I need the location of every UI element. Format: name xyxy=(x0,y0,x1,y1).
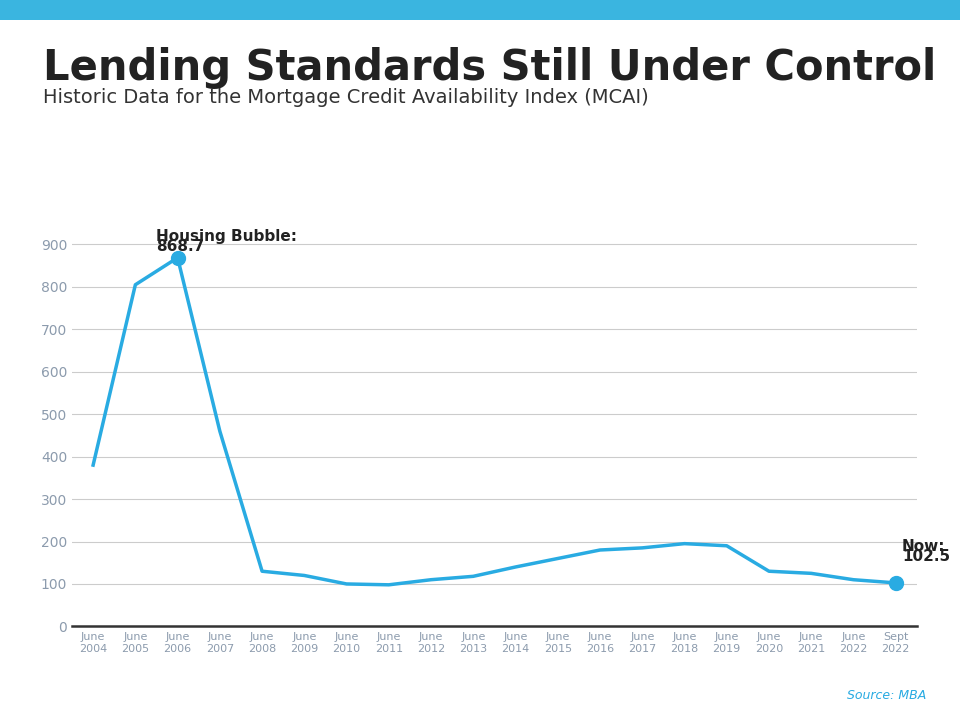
Text: 868.7: 868.7 xyxy=(156,239,204,254)
Text: Now:: Now: xyxy=(902,539,946,554)
Text: Lending Standards Still Under Control: Lending Standards Still Under Control xyxy=(43,47,936,89)
Text: Source: MBA: Source: MBA xyxy=(847,689,926,702)
Text: Historic Data for the Mortgage Credit Availability Index (MCAI): Historic Data for the Mortgage Credit Av… xyxy=(43,88,649,107)
Text: 102.5: 102.5 xyxy=(902,549,950,564)
Text: Housing Bubble:: Housing Bubble: xyxy=(156,229,298,244)
